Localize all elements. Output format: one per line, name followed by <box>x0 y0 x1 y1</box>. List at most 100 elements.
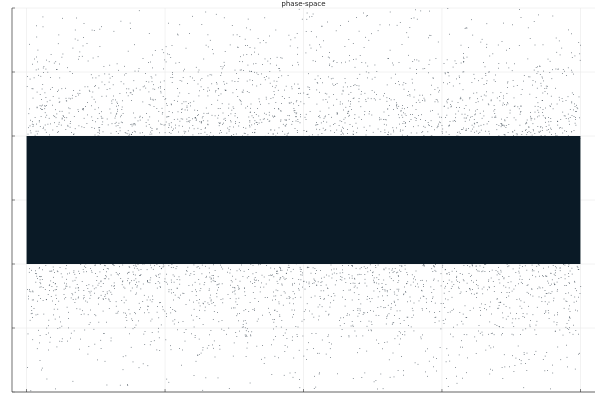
scatter-point <box>155 283 157 284</box>
scatter-point <box>111 102 113 104</box>
scatter-point <box>188 103 189 104</box>
scatter-point <box>485 349 487 351</box>
scatter-point <box>348 336 350 338</box>
scatter-point <box>148 81 150 83</box>
scatter-point <box>179 24 181 26</box>
scatter-point <box>83 295 85 296</box>
scatter-point <box>135 265 137 267</box>
scatter-point <box>137 264 139 265</box>
scatter-point <box>48 285 50 286</box>
scatter-point <box>518 318 520 320</box>
scatter-point <box>65 87 66 89</box>
scatter-point <box>56 113 58 115</box>
scatter-point <box>116 273 118 275</box>
scatter-point <box>518 45 520 46</box>
scatter-point <box>52 266 54 268</box>
scatter-point <box>189 102 191 104</box>
scatter-point <box>464 113 466 115</box>
scatter-point <box>390 307 392 308</box>
scatter-point <box>504 119 506 121</box>
scatter-point <box>547 93 548 95</box>
scatter-point <box>476 92 478 94</box>
scatter-point <box>287 267 289 268</box>
scatter-point <box>94 314 96 315</box>
scatter-point <box>578 353 579 355</box>
scatter-point <box>341 329 343 330</box>
scatter-point <box>460 96 462 98</box>
scatter-point <box>331 343 332 345</box>
scatter-point <box>506 117 508 118</box>
scatter-point <box>530 320 531 321</box>
scatter-point <box>575 111 576 112</box>
scatter-point <box>58 121 60 123</box>
scatter-point <box>193 375 195 376</box>
scatter-point <box>298 8 300 10</box>
scatter-point <box>223 330 225 331</box>
scatter-point <box>243 270 245 272</box>
scatter-point <box>357 315 359 317</box>
scatter-point <box>298 88 300 89</box>
scatter-point <box>163 68 164 70</box>
scatter-point <box>293 110 295 112</box>
scatter-point <box>377 264 379 266</box>
scatter-point <box>358 299 360 300</box>
scatter-point <box>36 25 37 27</box>
scatter-point <box>509 307 511 309</box>
scatter-point <box>33 299 34 301</box>
scatter-point <box>209 334 210 336</box>
scatter-point <box>373 281 375 283</box>
scatter-point <box>329 63 331 65</box>
scatter-point <box>39 276 40 277</box>
scatter-point <box>334 132 335 133</box>
scatter-point <box>315 60 316 62</box>
scatter-point <box>467 263 469 264</box>
scatter-point <box>145 122 147 123</box>
scatter-point <box>58 101 60 103</box>
scatter-point <box>473 92 475 94</box>
scatter-point <box>221 328 223 330</box>
scatter-point <box>435 58 437 59</box>
scatter-point <box>46 299 47 301</box>
scatter-point <box>234 287 236 289</box>
scatter-point <box>476 269 477 271</box>
scatter-point <box>252 309 254 310</box>
scatter-point <box>525 121 527 123</box>
scatter-point <box>83 290 85 291</box>
scatter-point <box>92 285 94 287</box>
scatter-point <box>501 292 502 293</box>
scatter-point <box>88 89 90 91</box>
scatter-point <box>161 124 163 125</box>
scatter-point <box>568 264 570 266</box>
scatter-point <box>420 336 422 338</box>
scatter-point <box>472 128 473 130</box>
scatter-point <box>328 114 330 115</box>
scatter-point <box>503 278 505 280</box>
scatter-point <box>393 300 395 302</box>
scatter-point <box>285 123 287 125</box>
scatter-point <box>499 326 500 328</box>
scatter-point <box>296 334 298 335</box>
scatter-point <box>238 78 240 79</box>
scatter-point <box>344 82 346 84</box>
scatter-point <box>342 90 344 92</box>
scatter-point <box>331 116 332 118</box>
scatter-point <box>552 69 553 71</box>
scatter-point <box>209 74 211 76</box>
scatter-point <box>45 138 47 139</box>
scatter-point <box>486 43 488 45</box>
scatter-point <box>492 332 493 334</box>
scatter-point <box>156 349 158 351</box>
scatter-point <box>106 293 108 295</box>
scatter-point <box>529 38 531 39</box>
scatter-point <box>501 367 503 368</box>
scatter-point <box>47 294 49 295</box>
scatter-point <box>246 277 248 279</box>
scatter-point <box>282 123 284 125</box>
scatter-point <box>318 373 320 375</box>
scatter-point <box>150 264 151 266</box>
scatter-point <box>81 126 83 128</box>
scatter-point <box>159 86 161 87</box>
scatter-point <box>192 134 194 136</box>
scatter-point <box>459 98 461 100</box>
scatter-point <box>74 279 76 281</box>
